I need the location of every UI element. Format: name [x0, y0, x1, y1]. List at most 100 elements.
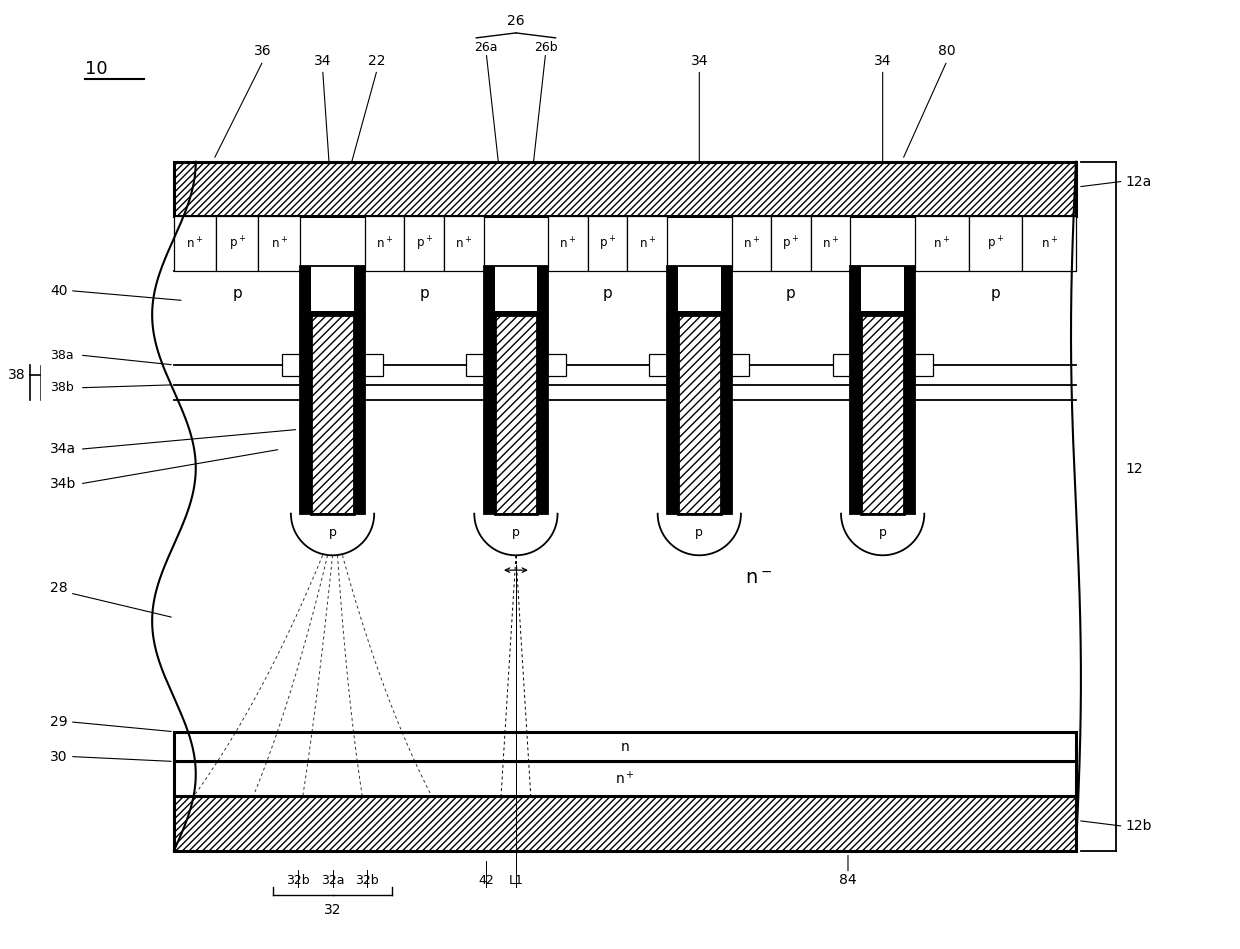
Text: 12a: 12a — [1126, 175, 1152, 189]
Text: 40: 40 — [50, 284, 67, 298]
Bar — [588, 216, 627, 270]
Text: p: p — [786, 286, 796, 301]
Text: 36: 36 — [254, 44, 272, 58]
Text: p: p — [603, 286, 613, 301]
Bar — [851, 266, 915, 315]
Text: 10: 10 — [84, 60, 108, 78]
Text: n$^+$: n$^+$ — [934, 236, 950, 251]
Text: L1: L1 — [508, 874, 523, 887]
Bar — [862, 266, 904, 311]
Text: n$^+$: n$^+$ — [743, 236, 760, 251]
Bar — [832, 354, 932, 376]
Text: p: p — [329, 526, 336, 539]
Bar — [353, 315, 365, 513]
Text: 34: 34 — [874, 53, 892, 67]
Bar — [650, 354, 749, 376]
Bar — [484, 266, 548, 315]
Bar — [667, 315, 678, 513]
Text: 12b: 12b — [1126, 819, 1152, 833]
Polygon shape — [841, 513, 924, 555]
Bar — [404, 216, 444, 270]
Text: 34a: 34a — [50, 442, 76, 456]
Bar — [174, 796, 1076, 850]
Text: n$^+$: n$^+$ — [559, 236, 577, 251]
Text: 42: 42 — [479, 874, 494, 887]
Bar — [627, 216, 667, 270]
Text: n$^+$: n$^+$ — [1040, 236, 1058, 251]
Text: 28: 28 — [50, 581, 68, 595]
Text: 84: 84 — [839, 873, 857, 887]
Bar — [258, 216, 300, 270]
Bar — [548, 216, 588, 270]
Text: 34b: 34b — [50, 477, 77, 491]
Bar — [174, 216, 216, 270]
Bar — [667, 266, 732, 315]
Bar — [174, 161, 1076, 216]
Text: n: n — [620, 739, 630, 754]
Bar — [174, 732, 1076, 761]
Bar — [678, 266, 720, 311]
Text: 12: 12 — [1126, 462, 1143, 476]
Polygon shape — [657, 513, 742, 555]
Bar — [311, 315, 353, 513]
Text: 80: 80 — [939, 44, 956, 58]
Text: 32b: 32b — [286, 874, 310, 887]
Text: p: p — [991, 286, 1001, 301]
Bar — [851, 315, 915, 513]
Text: n$^+$: n$^+$ — [455, 236, 472, 251]
Text: 38b: 38b — [50, 381, 74, 394]
Text: n$^+$: n$^+$ — [270, 236, 288, 251]
Text: p$^+$: p$^+$ — [228, 234, 246, 252]
Text: 34: 34 — [314, 53, 331, 67]
Bar — [495, 266, 537, 311]
Bar — [667, 315, 732, 513]
Bar — [968, 216, 1022, 270]
Bar — [216, 216, 258, 270]
Text: n$^+$: n$^+$ — [822, 236, 839, 251]
Text: p: p — [232, 286, 242, 301]
Text: 32a: 32a — [321, 874, 345, 887]
Bar — [300, 315, 365, 513]
Polygon shape — [474, 513, 558, 555]
Bar — [495, 315, 537, 513]
Text: 34: 34 — [691, 53, 708, 67]
Bar — [862, 315, 904, 513]
Text: 29: 29 — [50, 715, 68, 729]
Text: n$^+$: n$^+$ — [615, 771, 635, 788]
Bar — [154, 152, 1096, 850]
Text: 26a: 26a — [475, 41, 498, 54]
Bar — [311, 315, 353, 513]
Bar — [732, 216, 771, 270]
Text: p$^+$: p$^+$ — [599, 234, 616, 252]
Bar — [678, 315, 720, 513]
Bar — [771, 216, 811, 270]
Text: n$^+$: n$^+$ — [376, 236, 393, 251]
Bar — [915, 216, 968, 270]
Text: p: p — [512, 526, 520, 539]
Bar — [365, 216, 404, 270]
Bar — [300, 266, 365, 315]
Bar — [667, 266, 732, 315]
Bar — [300, 315, 311, 513]
Bar — [1022, 216, 1076, 270]
Bar — [283, 354, 383, 376]
Text: n$^+$: n$^+$ — [639, 236, 656, 251]
Bar — [862, 315, 904, 513]
Bar — [495, 315, 537, 513]
Bar — [904, 315, 915, 513]
Text: p$^+$: p$^+$ — [415, 234, 433, 252]
Text: 22: 22 — [368, 53, 386, 67]
Bar — [311, 266, 353, 311]
Text: 32: 32 — [324, 903, 341, 917]
Bar — [484, 315, 495, 513]
Bar — [851, 266, 915, 315]
Text: 26: 26 — [507, 14, 525, 28]
Text: 26b: 26b — [534, 41, 558, 54]
Text: 32b: 32b — [356, 874, 379, 887]
Bar — [466, 354, 565, 376]
Text: n$^+$: n$^+$ — [186, 236, 203, 251]
Polygon shape — [291, 513, 374, 555]
Bar — [300, 266, 365, 315]
Text: p$^+$: p$^+$ — [987, 234, 1004, 252]
Text: p: p — [879, 526, 887, 539]
